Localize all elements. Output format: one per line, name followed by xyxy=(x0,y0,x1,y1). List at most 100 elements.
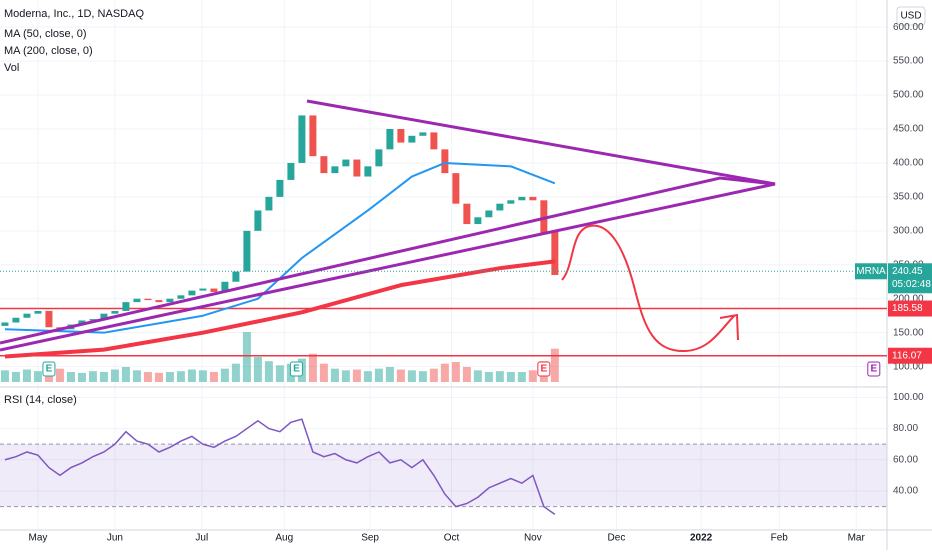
volume-bar xyxy=(319,363,328,382)
indicator-label: Vol xyxy=(4,62,19,74)
candle xyxy=(243,230,251,272)
candle xyxy=(23,313,31,318)
earnings-marker xyxy=(867,361,881,377)
rsi-tick-label: 80.00 xyxy=(893,423,918,434)
x-tick-label: Feb xyxy=(771,533,789,544)
freehand-projection xyxy=(561,224,739,353)
x-tick-label: Jun xyxy=(107,533,123,544)
currency: USD xyxy=(900,11,921,22)
level-tag xyxy=(888,347,932,364)
level-tag xyxy=(888,300,932,317)
indicator-label: MA (200, close, 0) xyxy=(4,45,93,57)
x-tick-label: Oct xyxy=(444,533,460,544)
candle xyxy=(551,230,559,275)
candle xyxy=(188,290,196,296)
ma50-line xyxy=(4,161,556,334)
volume-bar xyxy=(187,369,196,382)
candle xyxy=(276,179,284,197)
candle xyxy=(518,196,526,201)
volume-bar xyxy=(11,372,20,382)
y-tick-label: 450.00 xyxy=(893,124,924,135)
volume-bar xyxy=(165,372,174,382)
symbol-tag xyxy=(855,263,887,280)
rsi-tick-label: 100.00 xyxy=(893,392,924,403)
symbol-label: MRNA xyxy=(856,266,886,277)
candle xyxy=(485,210,493,218)
candle xyxy=(441,149,449,174)
price-tag xyxy=(888,263,932,294)
rsi-label: RSI (14, close) xyxy=(4,394,77,406)
volume-bar xyxy=(275,365,284,382)
volume-bar xyxy=(55,368,64,382)
candle xyxy=(287,162,295,180)
earnings-marker xyxy=(289,361,303,377)
candle xyxy=(397,129,405,143)
candle xyxy=(507,200,515,204)
volume-bar xyxy=(506,372,515,382)
volume-bar xyxy=(550,348,559,382)
currency-box[interactable] xyxy=(896,6,926,26)
countdown: 05:02:48 xyxy=(892,279,931,290)
volume-bar xyxy=(198,370,207,382)
volume-bar xyxy=(473,370,482,382)
volume-bar xyxy=(121,367,130,382)
x-tick-label: Aug xyxy=(275,533,293,544)
x-tick-label: May xyxy=(28,533,47,544)
earnings-label: E xyxy=(293,364,300,375)
volume-bar xyxy=(132,370,141,382)
candle xyxy=(353,159,361,177)
volume-bar xyxy=(176,371,185,382)
candle xyxy=(419,132,427,136)
level-label: 185.58 xyxy=(892,303,923,314)
volume-bar xyxy=(99,372,108,382)
rsi-tick-label: 40.00 xyxy=(893,486,918,497)
candle xyxy=(177,295,185,299)
candle xyxy=(12,317,20,323)
earnings-marker xyxy=(42,361,56,377)
x-tick-label: Dec xyxy=(608,533,626,544)
candle xyxy=(232,271,240,282)
y-tick-label: 200.00 xyxy=(893,293,924,304)
candle xyxy=(89,319,97,321)
candle xyxy=(452,173,460,204)
y-tick-label: 350.00 xyxy=(893,192,924,203)
candle xyxy=(430,132,438,150)
volume-bar xyxy=(352,369,361,382)
volume-bar xyxy=(33,371,42,382)
candle xyxy=(210,288,218,292)
candle xyxy=(111,310,119,314)
volume-bar xyxy=(253,357,262,382)
chart-title: Moderna, Inc., 1D, NASDAQ xyxy=(4,8,144,20)
rsi-tick-label: 60.00 xyxy=(893,454,918,465)
candle xyxy=(496,203,504,211)
candle xyxy=(144,298,152,301)
candle xyxy=(298,115,306,163)
volume-bar xyxy=(385,367,394,382)
candle xyxy=(529,196,537,201)
volume-bar xyxy=(374,368,383,382)
earnings-label: E xyxy=(870,364,877,375)
x-tick-label: 2022 xyxy=(690,533,713,544)
volume-bar xyxy=(407,370,416,382)
triangle-lower xyxy=(0,176,776,352)
volume-bar xyxy=(484,372,493,382)
candle xyxy=(254,210,262,231)
volume-bar xyxy=(517,372,526,382)
volume-bar xyxy=(330,368,339,382)
candle xyxy=(78,320,86,325)
y-tick-label: 400.00 xyxy=(893,158,924,169)
indicator-label: MA (50, close, 0) xyxy=(4,28,87,40)
ma200-line xyxy=(4,259,556,359)
candle xyxy=(364,166,372,177)
price-label: 240.45 xyxy=(892,266,923,277)
volume-bar xyxy=(77,372,86,382)
y-tick-label: 600.00 xyxy=(893,22,924,33)
candle xyxy=(386,129,394,150)
volume-bar xyxy=(143,372,152,382)
volume-bar xyxy=(264,361,273,382)
volume-bar xyxy=(429,368,438,382)
earnings-label: E xyxy=(541,364,548,375)
x-tick-label: Mar xyxy=(848,533,866,544)
candle xyxy=(375,149,383,167)
candle xyxy=(155,300,163,303)
